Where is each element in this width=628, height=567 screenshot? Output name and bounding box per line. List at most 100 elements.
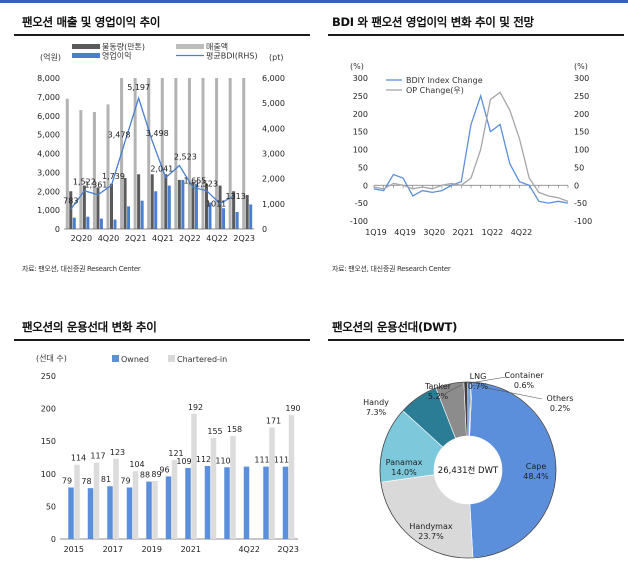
volume-bar bbox=[232, 191, 236, 229]
x-tick-label: 2021 bbox=[181, 545, 201, 554]
volume-bar bbox=[177, 179, 181, 229]
owned-data-label: 111 bbox=[274, 456, 289, 465]
chartered-data-label: 155 bbox=[207, 427, 222, 436]
y-tick-label: 150 bbox=[41, 437, 56, 446]
bdi-data-label: 1,522 bbox=[73, 178, 96, 187]
legend-label: OP Change(우) bbox=[406, 86, 464, 95]
op-change-line bbox=[373, 91, 569, 202]
x-tick-label: 2Q21 bbox=[125, 234, 147, 243]
panel-fleet-count: 팬오션의 운용선대 변화 추이 (선대 수) Owned Chartered-in 0… bbox=[14, 315, 310, 565]
bdi-data-label: 1,655 bbox=[183, 176, 206, 185]
y-tick-label-left: 2,000 bbox=[37, 187, 60, 196]
revenue-bar bbox=[187, 78, 191, 229]
legend-label: 평균BDI(RHS) bbox=[206, 51, 258, 61]
owned-data-label: 112 bbox=[196, 455, 211, 464]
owned-bar bbox=[224, 467, 230, 539]
legend-swatch bbox=[168, 355, 175, 362]
owned-bar bbox=[68, 487, 74, 539]
x-tick-label: 2015 bbox=[64, 545, 84, 554]
op-bar bbox=[72, 217, 76, 229]
bdi-change-line bbox=[373, 93, 569, 204]
chartered-bar bbox=[152, 480, 158, 539]
owned-data-label: 96 bbox=[159, 465, 169, 474]
pie-label-name: Tanker bbox=[424, 382, 452, 391]
y-tick-label-left: -50 bbox=[355, 199, 368, 208]
volume-bar bbox=[96, 187, 100, 229]
op-bar bbox=[208, 202, 212, 229]
y-tick-label: 0 bbox=[51, 535, 56, 544]
owned-data-label: 109 bbox=[176, 457, 191, 466]
chartered-data-label: 190 bbox=[285, 404, 300, 413]
x-tick-label: 4Q22 bbox=[206, 234, 228, 243]
x-tick-label: 1Q19 bbox=[365, 228, 387, 237]
volume-bar bbox=[123, 178, 127, 229]
bdi-data-label: 2,523 bbox=[174, 153, 197, 162]
volume-bar bbox=[110, 183, 113, 229]
owned-bar bbox=[87, 488, 94, 539]
bdi-data-label: 2,041 bbox=[150, 165, 173, 174]
revenue-bar bbox=[65, 98, 69, 229]
x-tick-label: 2017 bbox=[103, 545, 123, 554]
bdi-data-label: 1011 bbox=[206, 200, 226, 209]
chartered-bar bbox=[74, 464, 80, 539]
owned-data-label: 88 bbox=[140, 471, 150, 480]
op-bar bbox=[181, 179, 185, 229]
pie-label-value: 0.6% bbox=[514, 381, 535, 390]
y-tick-label-left: 200 bbox=[353, 110, 368, 119]
y-tick-label-left: 150 bbox=[353, 128, 368, 137]
chartered-bar bbox=[191, 413, 197, 539]
owned-data-label: 79 bbox=[62, 476, 72, 485]
y-tick-label-right: 3,000 bbox=[262, 150, 285, 159]
chartered-data-label: 158 bbox=[227, 425, 242, 434]
volume-bar bbox=[191, 181, 195, 229]
volume-bar bbox=[137, 174, 141, 229]
pie-slice-handymax bbox=[380, 474, 474, 559]
pie-leader-line bbox=[469, 376, 507, 384]
y-tick-label-left: 4,000 bbox=[37, 150, 60, 159]
legend-swatch bbox=[112, 355, 119, 362]
chartered-bar bbox=[230, 435, 236, 539]
y-tick-label: 250 bbox=[41, 372, 56, 381]
y-tick-label-right: 100 bbox=[574, 146, 589, 155]
revenue-bar bbox=[79, 110, 83, 229]
revenue-bar bbox=[133, 78, 137, 229]
y-unit-left: (%) bbox=[350, 62, 364, 71]
y-tick-label: 100 bbox=[41, 470, 56, 479]
op-bar bbox=[222, 208, 226, 229]
op-bar bbox=[235, 212, 239, 229]
x-tick-label: 2Q22 bbox=[179, 234, 201, 243]
op-bar bbox=[113, 219, 117, 229]
y-tick-label: 200 bbox=[41, 405, 56, 414]
chartered-data-label: 114 bbox=[71, 454, 86, 463]
pie-center-label: 26,431천 DWT bbox=[438, 465, 499, 476]
revenue-bar bbox=[106, 104, 110, 229]
y-tick-label-right: 0 bbox=[574, 181, 579, 190]
y-tick-label-left: 0 bbox=[55, 225, 60, 234]
chartered-bar bbox=[288, 415, 295, 539]
revenue-bar bbox=[242, 78, 246, 229]
op-bar bbox=[194, 183, 198, 229]
title-underline bbox=[328, 34, 624, 36]
legend-swatch bbox=[72, 53, 100, 58]
owned-bar bbox=[165, 476, 172, 539]
y-unit-left: (억원) bbox=[40, 52, 61, 62]
legend-label: 물동량(만톤) bbox=[102, 42, 145, 52]
owned-bar bbox=[107, 486, 113, 539]
owned-data-label: 81 bbox=[101, 475, 111, 484]
x-tick-label: 4Q22 bbox=[511, 228, 533, 237]
y-tick-label-right: 1,000 bbox=[262, 200, 285, 209]
pie-label-value: 7.3% bbox=[366, 408, 387, 417]
panel-fleet-dwt: 팬오션의 운용선대(DWT) 26,431천 DWT Cape 48.4% Handy… bbox=[328, 315, 624, 565]
chartered-data-label: 171 bbox=[266, 417, 281, 426]
revenue-bar bbox=[215, 78, 219, 229]
x-tick-label: 2Q23 bbox=[233, 234, 255, 243]
y-tick-label-left: 3,000 bbox=[37, 168, 60, 177]
bdi-line bbox=[70, 96, 234, 210]
pie-label-value: 48.4% bbox=[523, 472, 549, 481]
source-note: 자료: 팬오션, 대신증권 Research Center bbox=[332, 265, 451, 273]
volume-bar bbox=[82, 185, 86, 229]
y-tick-label-left: 1,000 bbox=[37, 206, 60, 215]
pie-rim bbox=[379, 381, 557, 559]
panel-bdi-op: BDI 와 팬오션 영업이익 변화 추이 및 전망 (%) (%) -100 -50 0… bbox=[328, 10, 624, 280]
